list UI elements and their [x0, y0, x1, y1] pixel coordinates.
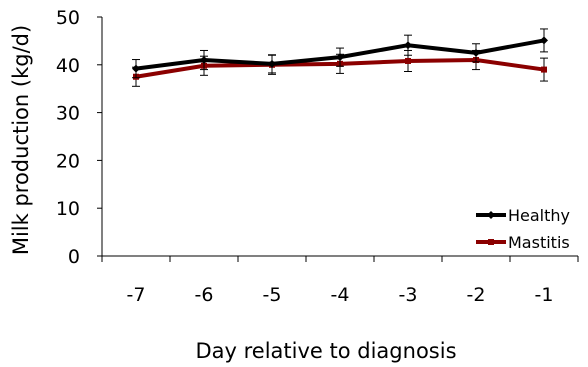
data-point [132, 64, 140, 73]
x-tick-label: -7 [127, 284, 146, 306]
legend-marker [487, 211, 495, 219]
data-point [405, 57, 411, 64]
y-ticks: 0 10 20 30 40 50 [56, 7, 102, 268]
data-point [541, 66, 547, 73]
y-axis-title: Milk production (kg/d) [9, 25, 33, 255]
data-point [540, 36, 548, 45]
y-tick-label: 0 [68, 246, 80, 268]
y-tick-label: 10 [56, 198, 80, 220]
x-tick-label: -6 [195, 284, 214, 306]
x-tick-label: -5 [263, 284, 282, 306]
x-tick-label: -1 [535, 284, 554, 306]
legend: Healthy Mastitis [476, 206, 570, 252]
x-ticks: -7 -6 -5 -4 -3 -2 -1 [101, 256, 579, 306]
y-tick-label: 20 [56, 150, 80, 172]
legend-label: Mastitis [508, 233, 570, 252]
x-tick-label: -3 [399, 284, 418, 306]
data-point [268, 59, 276, 68]
series-healthy [132, 28, 548, 79]
x-axis-title: Day relative to diagnosis [195, 339, 456, 363]
data-point [200, 56, 208, 65]
x-tick-label: -4 [331, 284, 350, 306]
x-tick-label: -2 [467, 284, 486, 306]
y-tick-label: 50 [56, 7, 80, 29]
y-tick-label: 40 [56, 55, 80, 77]
legend-marker [488, 239, 494, 245]
data-point [472, 48, 480, 57]
data-point [404, 41, 412, 50]
axes: 0 10 20 30 40 50 -7 -6 -5 -4 -3 -2 -1 [56, 7, 579, 306]
data-point [336, 53, 344, 62]
legend-label: Healthy [508, 206, 570, 225]
y-tick-label: 30 [56, 103, 80, 125]
series-layer [132, 28, 548, 87]
